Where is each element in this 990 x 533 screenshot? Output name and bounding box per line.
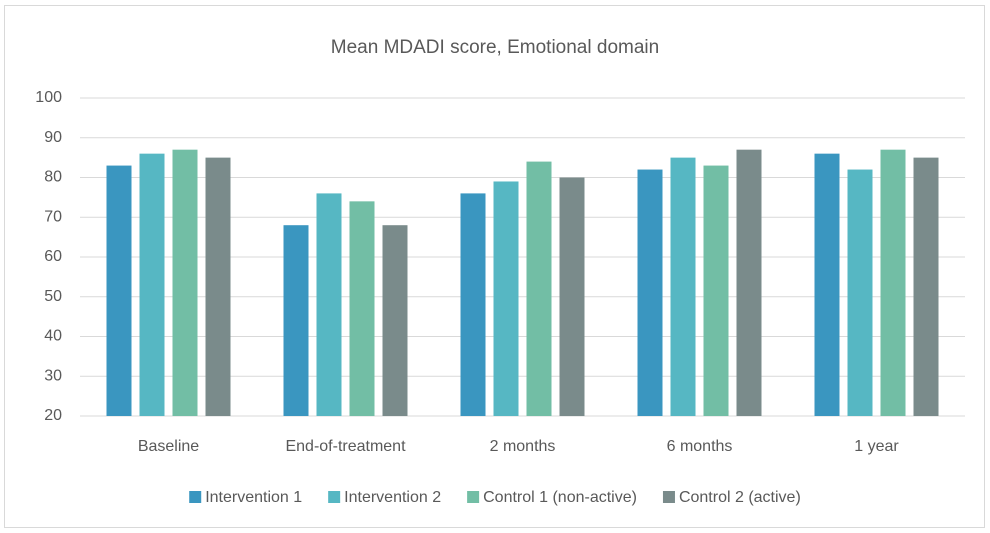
chart-title: Mean MDADI score, Emotional domain <box>331 37 659 58</box>
x-tick-label: 2 months <box>490 438 556 455</box>
bar <box>460 193 486 416</box>
bar <box>559 177 585 416</box>
bar <box>382 225 408 416</box>
bar <box>880 149 906 417</box>
y-tick-label: 20 <box>44 407 62 424</box>
y-tick-label: 80 <box>44 169 62 186</box>
bar <box>703 165 729 416</box>
legend-swatch <box>189 491 202 503</box>
legend-label: Control 1 (non-active) <box>483 489 637 506</box>
x-tick-label: 1 year <box>854 438 899 455</box>
x-tick-label: Baseline <box>138 438 199 455</box>
y-tick-label: 30 <box>44 367 62 384</box>
bar <box>283 225 309 416</box>
bar <box>205 157 231 416</box>
bar <box>814 153 840 416</box>
y-tick-label: 90 <box>44 129 62 146</box>
legend-label: Intervention 1 <box>205 489 302 506</box>
legend-swatch <box>328 491 341 503</box>
y-tick-label: 50 <box>44 288 62 305</box>
bar <box>172 149 198 417</box>
bar <box>349 201 375 416</box>
bar <box>913 157 939 416</box>
legend-swatch <box>467 491 480 503</box>
x-tick-label: 6 months <box>667 438 733 455</box>
bar <box>526 161 552 416</box>
bar <box>139 153 165 416</box>
legend-swatch <box>662 491 675 503</box>
y-tick-label: 40 <box>44 328 62 345</box>
x-tick-label: End-of-treatment <box>285 438 406 455</box>
bar <box>316 193 342 416</box>
legend-label: Intervention 2 <box>344 489 441 506</box>
bar <box>847 169 873 416</box>
bar <box>637 169 663 416</box>
bar <box>670 157 696 416</box>
bar <box>736 149 762 417</box>
legend-label: Control 2 (active) <box>679 489 801 506</box>
y-tick-label: 100 <box>35 89 62 106</box>
y-tick-label: 60 <box>44 248 62 265</box>
bar <box>493 181 519 416</box>
y-tick-label: 70 <box>44 208 62 225</box>
bar <box>106 165 132 416</box>
